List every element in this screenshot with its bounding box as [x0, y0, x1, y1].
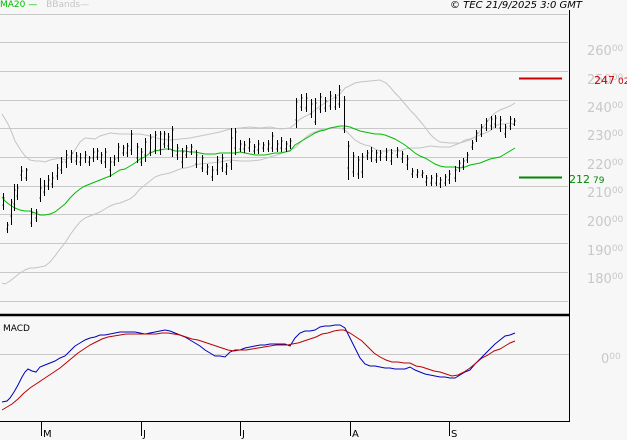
svg-text:24000: 24000 [587, 101, 624, 116]
svg-text:19000: 19000 [587, 244, 624, 259]
svg-text:25000: 25000 [587, 73, 624, 88]
bband-upper [1, 79, 516, 163]
month-label-september: S [451, 429, 457, 440]
svg-text:21000: 21000 [587, 186, 624, 201]
month-label-may: M [43, 429, 52, 440]
month-label-june: J [142, 429, 146, 440]
bollinger-bands [1, 79, 516, 285]
svg-text:20000: 20000 [587, 215, 624, 230]
month-label-august: A [352, 429, 359, 440]
macd-axis-zero: 000 [601, 352, 621, 367]
macd-panel-label: MACD [3, 324, 30, 334]
bband-lower [1, 122, 516, 285]
legend-ma20: MA20 [0, 0, 26, 10]
price-axis: 26000 25000 24000 23000 22000 21000 2000… [587, 44, 624, 287]
svg-text:18000: 18000 [587, 272, 624, 287]
chart-frame [0, 10, 570, 422]
legend-ma20-swatch: — [25, 0, 38, 10]
svg-text:22000: 22000 [587, 158, 624, 173]
time-axis [41, 422, 450, 436]
price-gridlines [0, 14, 568, 302]
ma20-line [1, 125, 516, 216]
legend-bbands: BBands [46, 0, 81, 10]
resistance-level-label: 247 02 [594, 74, 627, 87]
macd-line [1, 324, 516, 403]
price-bars [2, 85, 516, 233]
month-label-july: J [241, 429, 245, 440]
svg-text:26000: 26000 [587, 44, 624, 59]
copyright-timestamp: © TEC 21/9/2025 3:0 GMT [450, 0, 582, 11]
svg-text:23000: 23000 [587, 129, 624, 144]
support-level-label: 212 79 [569, 173, 605, 186]
signal-line [1, 329, 516, 411]
legend-bbands-swatch: — [80, 0, 90, 10]
indicator-legend: MA20 — BBands— [0, 0, 89, 11]
